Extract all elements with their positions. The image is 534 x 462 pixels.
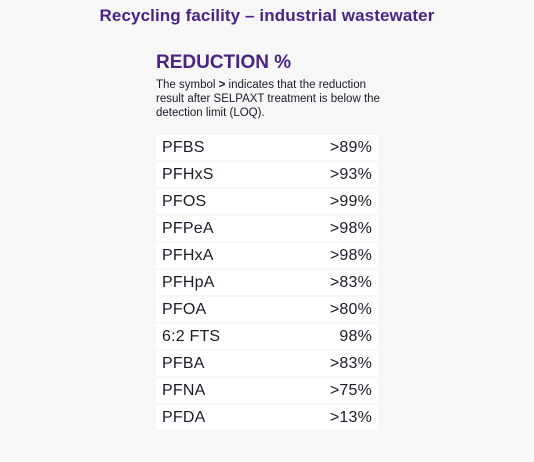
compound-name: PFPeA xyxy=(162,219,214,237)
table-row: PFOA >80% xyxy=(156,297,378,322)
reduction-value: 98% xyxy=(339,327,372,345)
reduction-value: >99% xyxy=(329,192,372,210)
table-row: PFHxS >93% xyxy=(156,162,378,187)
compound-name: 6:2 FTS xyxy=(162,327,221,345)
compound-name: PFNA xyxy=(162,381,206,399)
table-row: PFHxA >98% xyxy=(156,243,378,268)
note-suffix: indicates that the reduction result afte… xyxy=(156,79,380,119)
table-row: PFBS >89% xyxy=(156,135,378,160)
section-note: The symbol > indicates that the reductio… xyxy=(156,78,386,120)
reduction-section: REDUCTION % The symbol > indicates that … xyxy=(156,52,380,120)
table-row: PFNA >75% xyxy=(156,378,378,403)
compound-name: PFHxS xyxy=(162,165,214,183)
reduction-value: >89% xyxy=(329,138,372,156)
compound-name: PFOA xyxy=(162,300,207,318)
reduction-table: PFBS >89% PFHxS >93% PFOS >99% PFPeA >98… xyxy=(156,135,378,432)
compound-name: PFHxA xyxy=(162,246,214,264)
note-symbol: > xyxy=(218,79,226,91)
page-title: Recycling facility – industrial wastewat… xyxy=(99,6,435,25)
compound-name: PFHpA xyxy=(162,273,215,291)
compound-name: PFDA xyxy=(162,408,206,426)
compound-name: PFBA xyxy=(162,354,205,372)
table-row: PFDA >13% xyxy=(156,405,378,430)
reduction-value: >93% xyxy=(329,165,372,183)
reduction-value: >83% xyxy=(329,273,372,291)
reduction-value: >80% xyxy=(329,300,372,318)
reduction-value: >75% xyxy=(329,381,372,399)
table-row: PFOS >99% xyxy=(156,189,378,214)
reduction-value: >98% xyxy=(329,246,372,264)
compound-name: PFBS xyxy=(162,138,205,156)
note-prefix: The symbol xyxy=(156,79,219,91)
reduction-value: >98% xyxy=(329,219,372,237)
table-row: PFPeA >98% xyxy=(156,216,378,241)
table-row: 6:2 FTS 98% xyxy=(156,324,378,349)
reduction-value: >83% xyxy=(329,354,372,372)
table-row: PFHpA >83% xyxy=(156,270,378,295)
reduction-value: >13% xyxy=(329,408,372,426)
section-heading: REDUCTION % xyxy=(156,52,292,73)
compound-name: PFOS xyxy=(162,192,207,210)
table-row: PFBA >83% xyxy=(156,351,378,376)
